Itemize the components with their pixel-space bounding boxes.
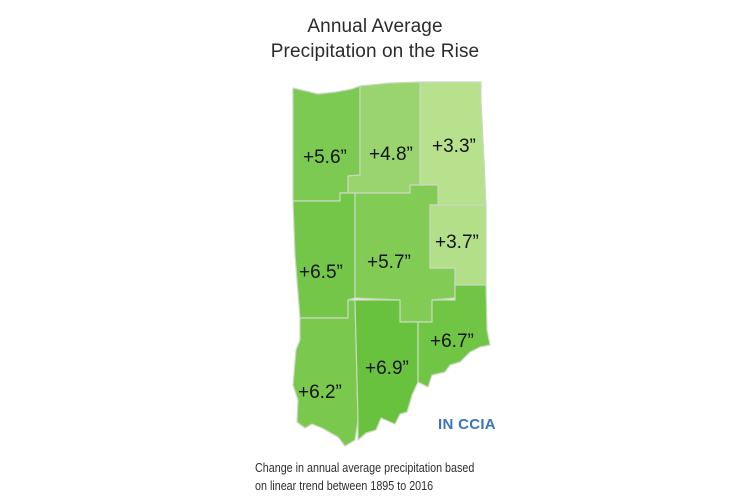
map-title-line-2: Precipitation on the Rise: [270, 41, 480, 62]
division-label-southeast: +6.7”: [430, 331, 474, 352]
in-ccia-logo: IN CCIA: [438, 416, 496, 433]
map-caption-line-2: on linear trend between 1895 to 2016: [255, 479, 434, 493]
division-label-northeast: +3.3”: [432, 136, 476, 157]
map-title: Annual Average Precipitation on the Rise: [0, 14, 750, 64]
division-label-south-central: +6.9”: [365, 358, 409, 379]
division-label-east-central: +3.7”: [435, 232, 479, 253]
division-label-central: +5.7”: [367, 252, 411, 273]
division-value-labels: +5.6” +4.8” +3.3” +6.5” +5.7” +3.7” +6.2” +6.9”…: [298, 136, 479, 403]
map-title-line-1: Annual Average: [307, 16, 443, 37]
division-southwest: [292, 299, 359, 447]
division-label-north-central: +4.8”: [369, 144, 413, 165]
division-west-central: [292, 192, 356, 319]
division-label-southwest: +6.2”: [298, 382, 342, 403]
climate-divisions: [292, 81, 491, 447]
division-southeast: [417, 284, 491, 388]
division-label-northwest: +5.6”: [303, 147, 347, 168]
division-south-central: [354, 299, 419, 441]
division-label-west-central: +6.5”: [299, 262, 343, 283]
map-caption: Change in annual average precipitation b…: [255, 459, 513, 495]
map-caption-line-1: Change in annual average precipitation b…: [255, 461, 475, 475]
